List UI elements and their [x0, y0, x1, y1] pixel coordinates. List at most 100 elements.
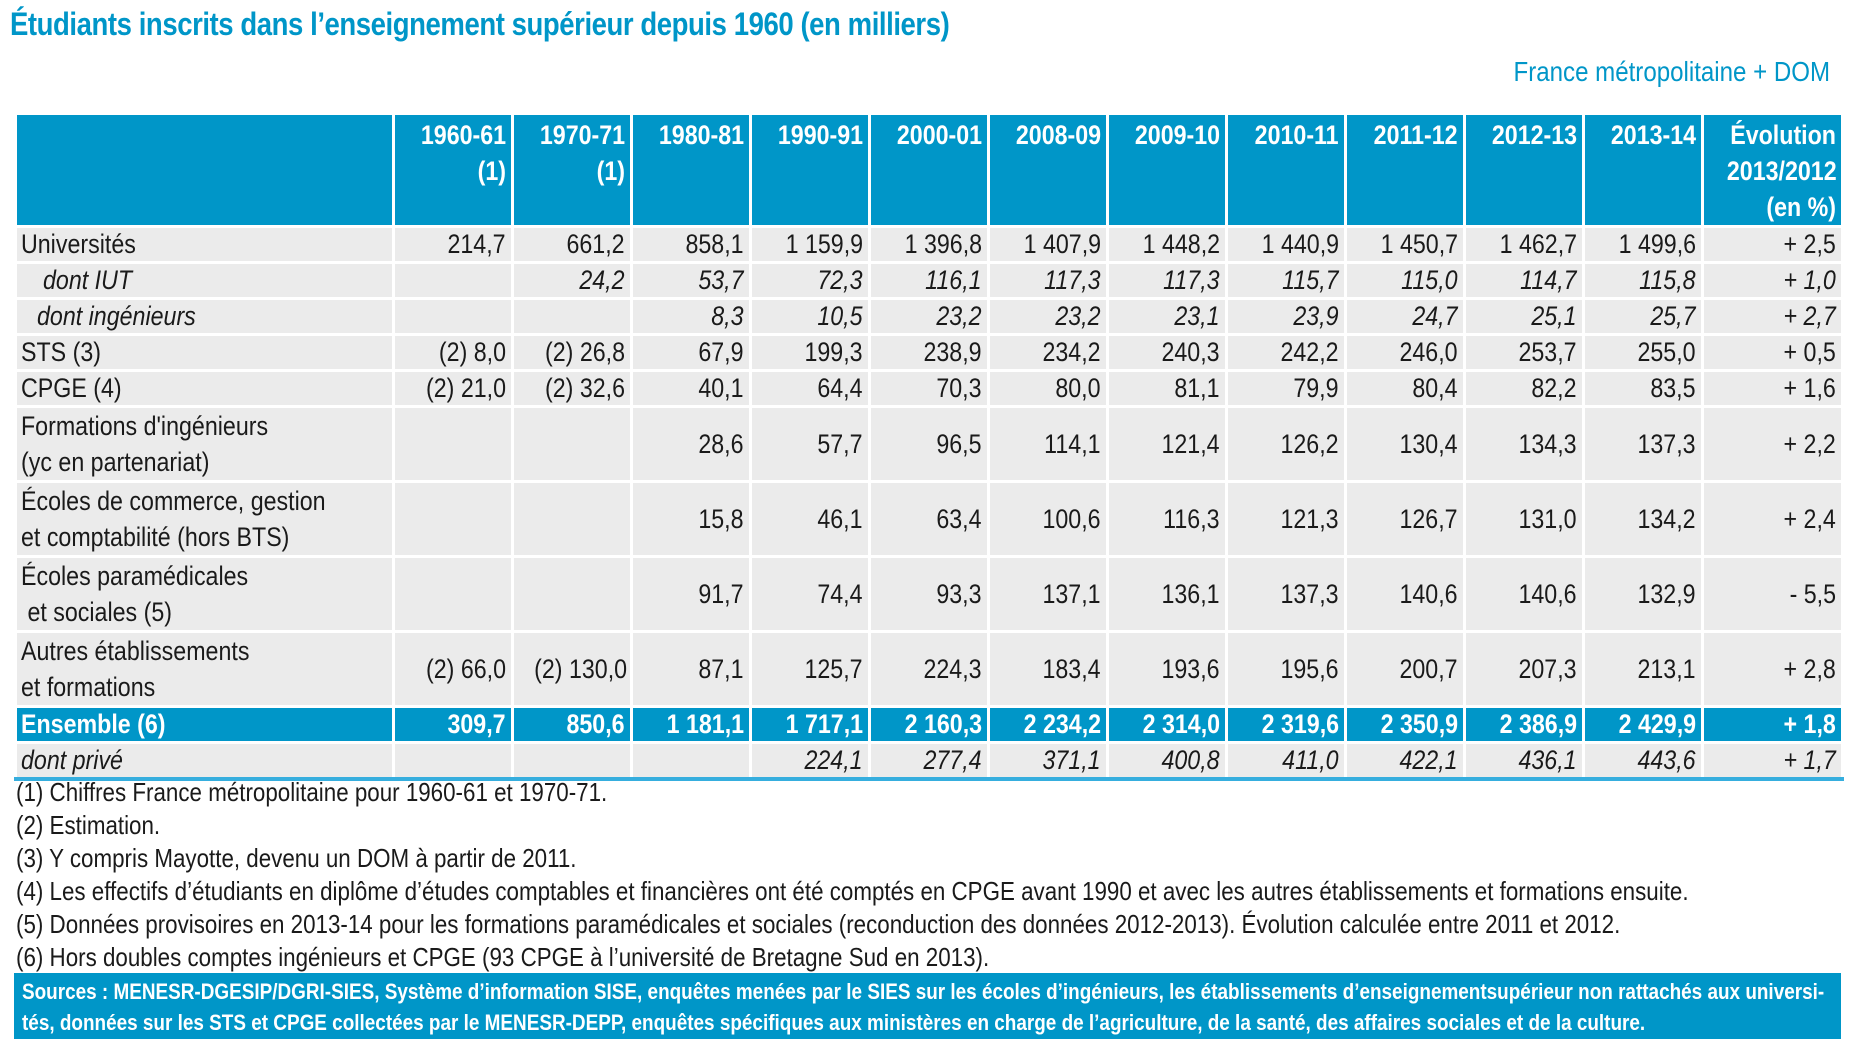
cell-value: 858,1	[685, 229, 744, 260]
cell-value: 23,9	[1293, 301, 1339, 332]
row-universites: Universités 214,7 661,2 858,1 1 159,9 1 396,8…	[14, 225, 1844, 264]
value-cell: 74,4	[749, 555, 871, 633]
row-label: Écoles paramédicales et sociales (5)	[14, 555, 395, 633]
value-cell: 253,7	[1463, 333, 1585, 372]
value-cell: (2) 32,6	[511, 369, 633, 408]
value-cell: 136,1	[1106, 555, 1228, 633]
value-cell: 134,3	[1463, 405, 1585, 483]
value-cell: (2) 8,0	[392, 333, 514, 372]
cell-value: 134,3	[1518, 429, 1577, 459]
cell-value: 1 181,1	[666, 709, 744, 740]
evolution-cell: + 1,7	[1701, 741, 1844, 781]
column-header: 1980-81	[630, 112, 752, 228]
cell-value: 125,7	[804, 654, 863, 684]
value-cell: 72,3	[749, 261, 871, 300]
row-label-line: Autres établissements	[21, 636, 250, 666]
row-autres-etablissements: Autres établissements et formations (2) 66…	[14, 630, 1844, 708]
row-label-line: Universités	[21, 229, 136, 260]
value-cell: 121,3	[1225, 480, 1347, 558]
cell-value: 277,4	[923, 745, 982, 775]
footnote: (4) Les effectifs d’étudiants en diplôme…	[16, 876, 1689, 906]
evolution-cell: + 2,8	[1701, 630, 1844, 708]
value-cell: 238,9	[868, 333, 990, 372]
value-cell: 277,4	[868, 741, 990, 781]
sources-line: tés, données sur les STS et CPGE collect…	[22, 1010, 1646, 1035]
evolution-cell: + 2,2	[1701, 405, 1844, 483]
value-cell: 125,7	[749, 630, 871, 708]
row-label-line: Formations d'ingénieurs	[21, 411, 269, 441]
cell-value: 67,9	[698, 337, 744, 368]
sources-line: Sources : MENESR-DGESIP/DGRI-SIES, Systè…	[22, 979, 1825, 1004]
cell-value: + 2,8	[1783, 654, 1836, 684]
table-body: Universités 214,7 661,2 858,1 1 159,9 1 396,8…	[14, 225, 1844, 781]
cell-value: 2 319,6	[1261, 709, 1339, 740]
cell-value: 1 448,2	[1142, 229, 1220, 260]
cell-value: 46,1	[817, 504, 863, 534]
value-cell: 234,2	[987, 333, 1109, 372]
value-cell: 67,9	[630, 333, 752, 372]
value-cell: 242,2	[1225, 333, 1347, 372]
cell-value: 24,2	[579, 265, 625, 296]
value-cell: 137,1	[987, 555, 1109, 633]
column-header-line: (en %)	[1766, 192, 1836, 222]
page-title: Étudiants inscrits dans l’enseignement s…	[10, 6, 950, 42]
value-cell: (2) 26,8	[511, 333, 633, 372]
value-cell	[392, 555, 514, 633]
row-label: Universités	[14, 225, 395, 264]
value-cell: 114,1	[987, 405, 1109, 483]
cell-value: 132,9	[1637, 579, 1696, 609]
value-cell: 411,0	[1225, 741, 1347, 781]
row-sts: STS (3) (2) 8,0 (2) 26,8 67,9 199,3 238,9 234,…	[14, 333, 1844, 372]
value-cell: 53,7	[630, 261, 752, 300]
evolution-cell: - 5,5	[1701, 555, 1844, 633]
value-cell: 23,1	[1106, 297, 1228, 336]
cell-value: 1 407,9	[1023, 229, 1101, 260]
column-header-line: (1)	[477, 156, 506, 186]
value-cell: 199,3	[749, 333, 871, 372]
cell-value: 200,7	[1399, 654, 1458, 684]
cell-value: 130,4	[1399, 429, 1458, 459]
cell-value: 238,9	[923, 337, 982, 368]
cell-value: + 1,8	[1783, 709, 1836, 740]
cell-value: 371,1	[1042, 745, 1101, 775]
value-cell: 57,7	[749, 405, 871, 483]
evolution-cell: + 1,8	[1701, 705, 1844, 744]
evolution-cell: + 0,5	[1701, 333, 1844, 372]
sources-box: Sources : MENESR-DGESIP/DGRI-SIES, Systè…	[14, 973, 1841, 1039]
row-label-line: dont ingénieurs	[37, 301, 196, 332]
cell-value: 57,7	[817, 429, 863, 459]
row-label-line: dont IUT	[43, 265, 133, 296]
value-cell	[511, 555, 633, 633]
cell-value: + 2,7	[1783, 301, 1836, 332]
value-cell: 132,9	[1582, 555, 1704, 633]
footnote: (3) Y compris Mayotte, devenu un DOM à p…	[16, 843, 577, 873]
cell-value: + 0,5	[1783, 337, 1836, 368]
cell-value: 79,9	[1293, 373, 1339, 404]
row-label-line: et sociales (5)	[21, 597, 172, 627]
row-label-line: et formations	[21, 672, 156, 702]
cell-value: 140,6	[1518, 579, 1577, 609]
cell-value: 1 450,7	[1380, 229, 1458, 260]
value-cell: 81,1	[1106, 369, 1228, 408]
value-cell: 2 234,2	[987, 705, 1109, 744]
row-label: Autres établissements et formations	[14, 630, 395, 708]
column-header-line: 2008-09	[1015, 120, 1101, 150]
value-cell: 2 314,0	[1106, 705, 1228, 744]
value-cell: 126,2	[1225, 405, 1347, 483]
value-cell: 114,7	[1463, 261, 1585, 300]
cell-value: 25,1	[1531, 301, 1577, 332]
cell-value: 443,6	[1637, 745, 1696, 775]
value-cell: 2 319,6	[1225, 705, 1347, 744]
value-cell: 25,7	[1582, 297, 1704, 336]
cell-value: 53,7	[698, 265, 744, 296]
cell-value: 121,3	[1280, 504, 1339, 534]
value-cell: 131,0	[1463, 480, 1585, 558]
cell-value: 25,7	[1650, 301, 1696, 332]
value-cell: 40,1	[630, 369, 752, 408]
value-cell	[511, 741, 633, 781]
cell-value: 253,7	[1518, 337, 1577, 368]
value-cell: 121,4	[1106, 405, 1228, 483]
cell-value: 100,6	[1042, 504, 1101, 534]
value-cell: 137,3	[1582, 405, 1704, 483]
footnote: (5) Données provisoires en 2013-14 pour …	[16, 909, 1621, 939]
